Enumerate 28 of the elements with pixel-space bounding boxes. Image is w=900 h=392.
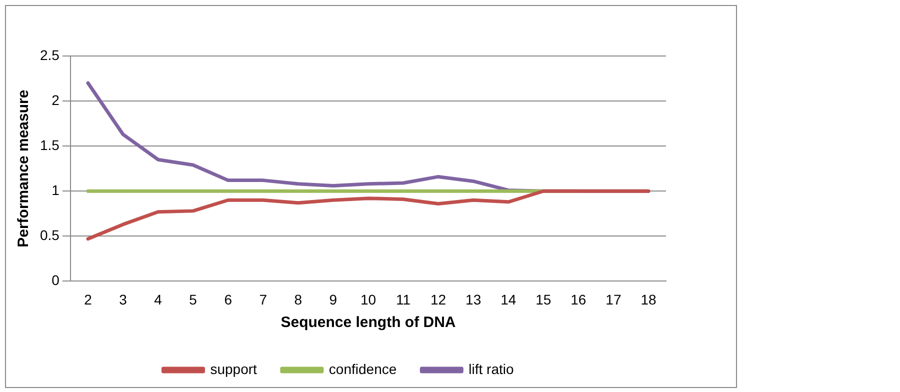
x-tick-label: 11	[396, 291, 411, 308]
x-tick-label: 12	[430, 291, 446, 308]
x-tick-label: 14	[500, 291, 516, 308]
legend-label: support	[210, 360, 258, 377]
y-tick-label: 2.5	[40, 46, 60, 63]
y-tick-label: 2	[52, 92, 60, 108]
y-tick-label: 1	[52, 182, 60, 198]
x-tick-label: 18	[640, 291, 656, 308]
legend-label: lift ratio	[468, 360, 514, 377]
y-axis-title: Performance measure	[15, 90, 32, 248]
y-tick-label: 0	[52, 272, 60, 288]
x-axis-title: Sequence length of DNA	[280, 314, 456, 332]
x-tick-label: 16	[570, 291, 586, 308]
x-tick-label: 17	[606, 291, 622, 308]
x-tick-label: 4	[154, 291, 162, 308]
x-tick-label: 7	[259, 291, 268, 308]
x-tick-label: 15	[536, 291, 552, 308]
x-tick-label: 9	[329, 291, 338, 308]
y-tick-label: 0.5	[40, 227, 60, 244]
x-tick-label: 6	[224, 291, 232, 308]
y-tick-label: 1.5	[40, 136, 60, 153]
x-tick-label: 3	[119, 291, 128, 308]
legend-label: confidence	[328, 360, 397, 377]
x-tick-label: 5	[189, 291, 198, 308]
x-tick-label: 2	[84, 291, 92, 308]
x-tick-label: 13	[466, 291, 482, 308]
x-tick-label: 10	[360, 291, 376, 308]
x-tick-label: 8	[294, 291, 302, 308]
